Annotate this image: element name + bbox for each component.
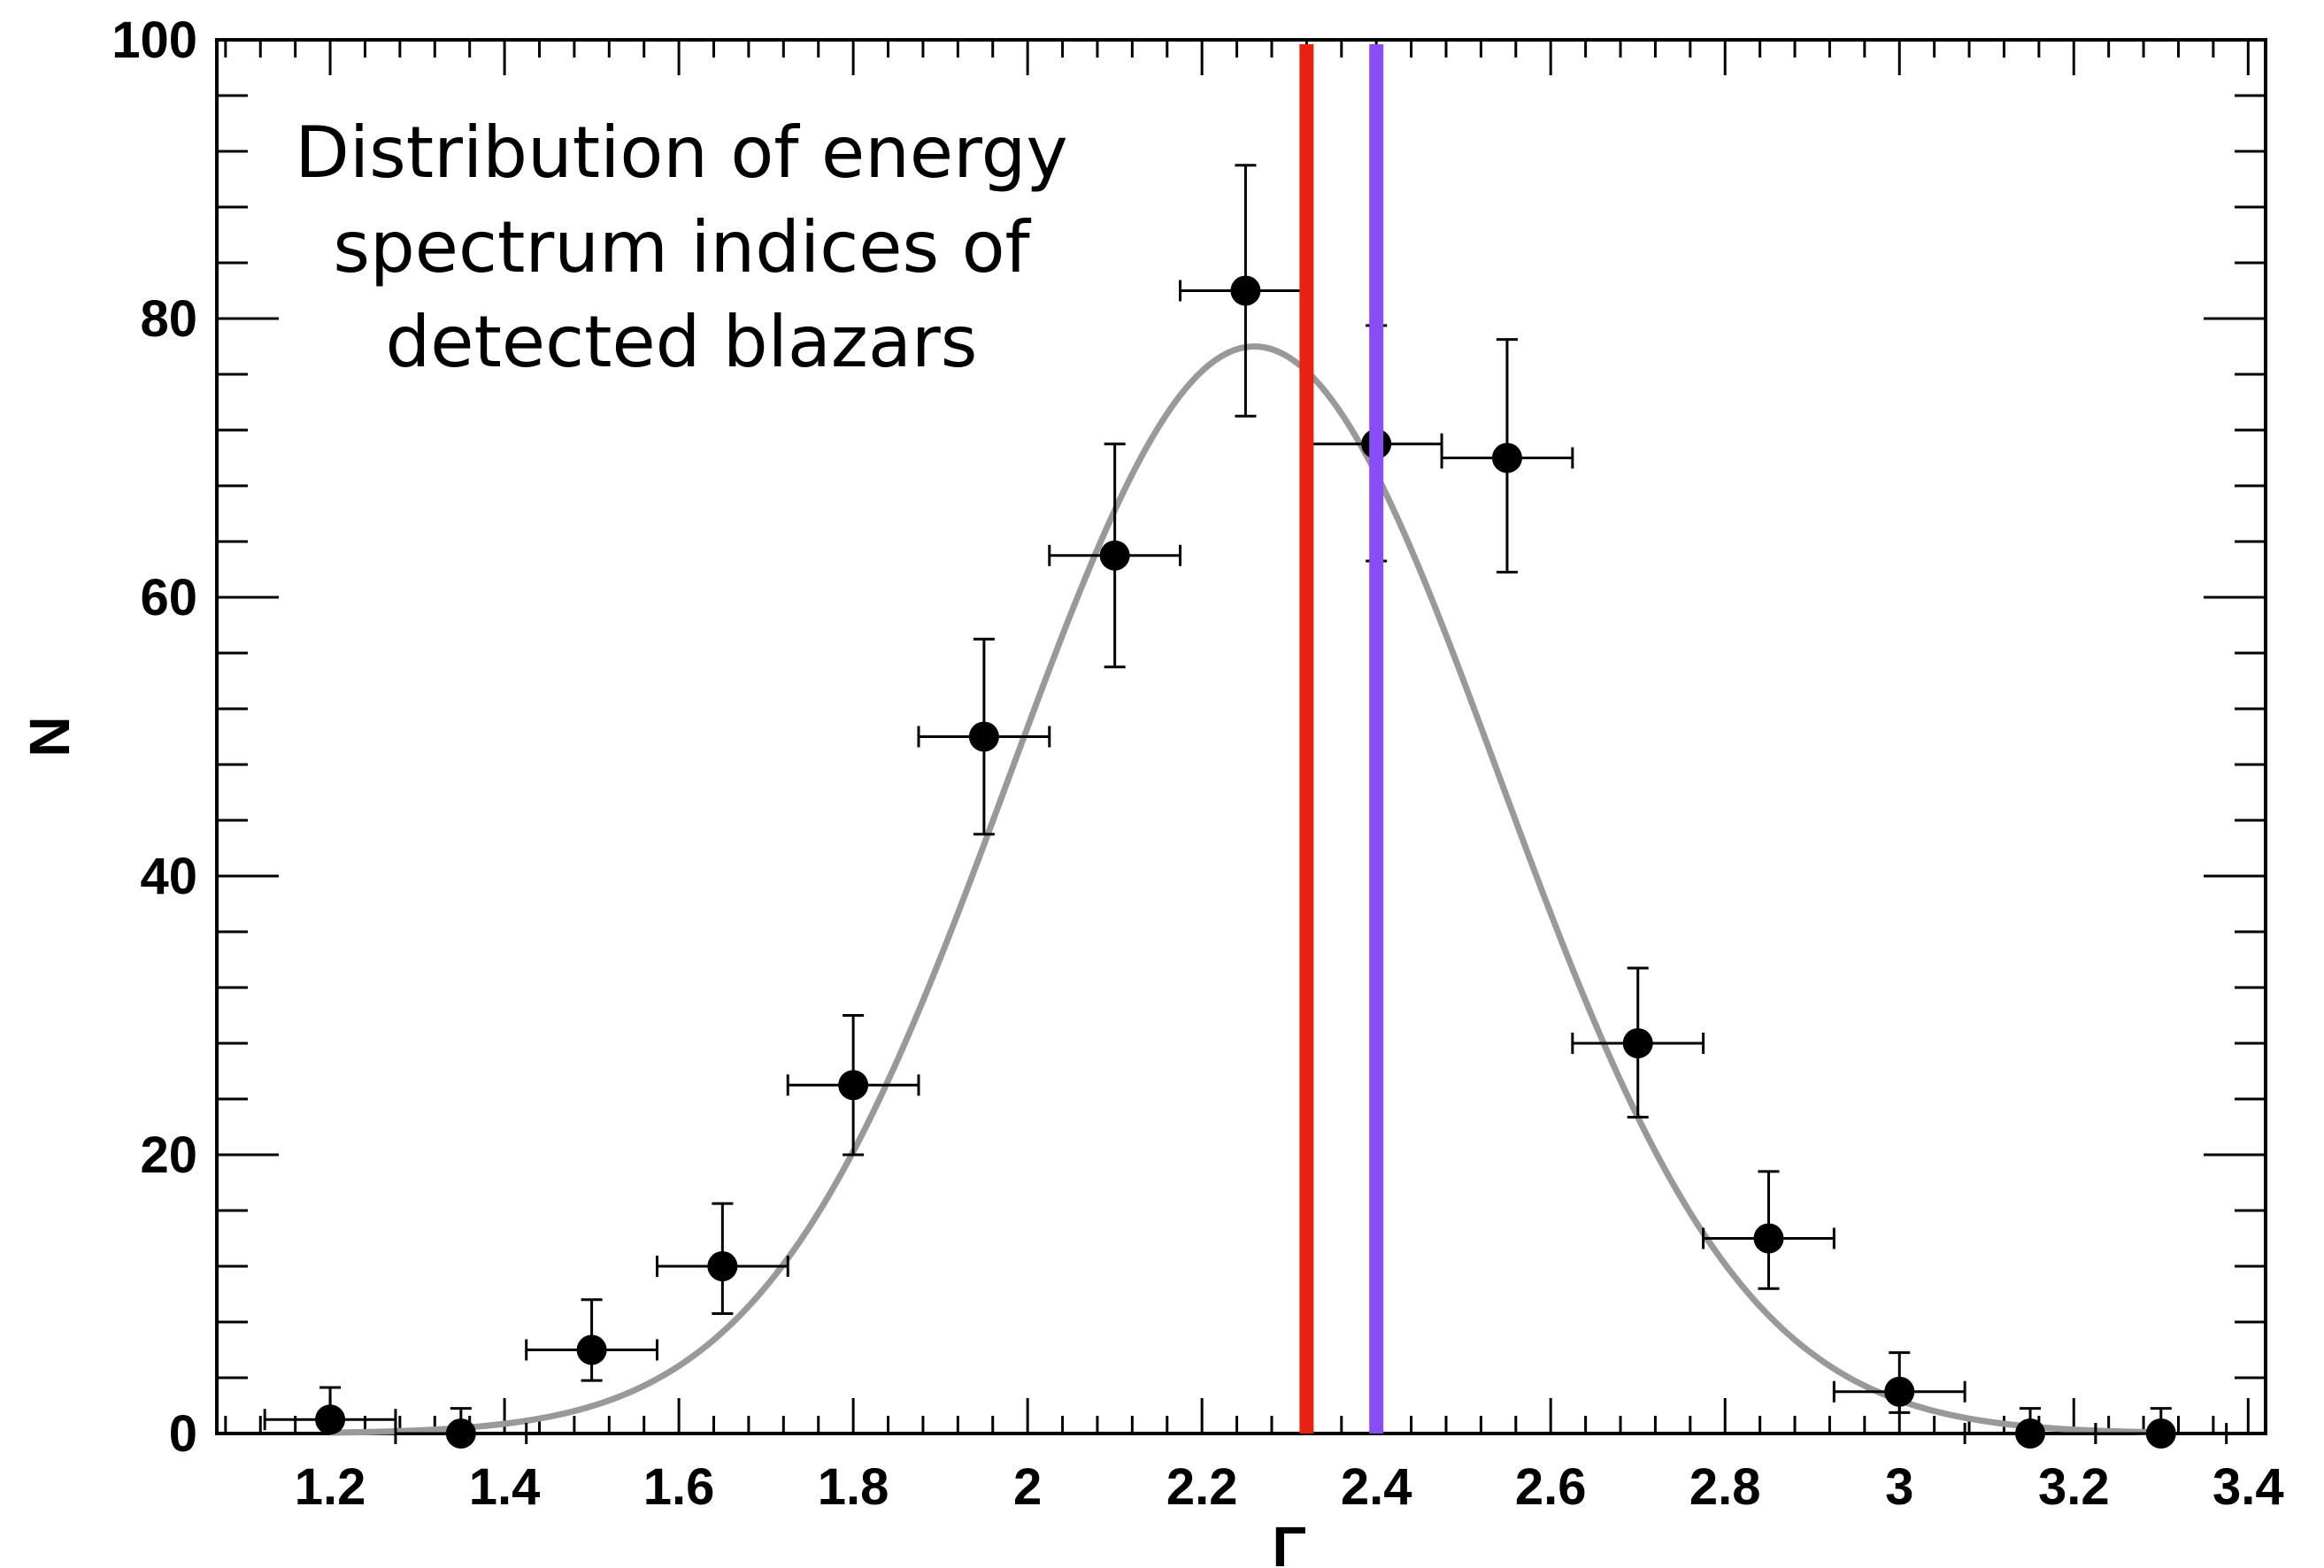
annotation-text: Distribution of energy spectrum indices o… <box>295 111 1067 383</box>
plot-border <box>215 38 2267 1435</box>
y-axis-ticks <box>217 38 2266 1435</box>
plot-frame <box>215 38 2267 1435</box>
y-tick-label: 0 <box>169 1405 197 1463</box>
data-point <box>525 1298 658 1382</box>
x-axis-title: Γ <box>1272 1515 1305 1568</box>
annotation-line: Distribution of energy <box>295 111 1067 194</box>
annotation-line: spectrum indices of <box>333 206 1031 288</box>
data-marker <box>445 1418 476 1449</box>
y-tick-label: 80 <box>140 290 197 348</box>
x-tick-label: 2 <box>1013 1458 1042 1516</box>
y-tick-label: 20 <box>140 1126 197 1184</box>
x-tick-label: 2.2 <box>1166 1458 1238 1516</box>
gaussian-fit-layer <box>330 343 2161 1436</box>
x-tick-label: 3 <box>1885 1458 1913 1516</box>
data-marker <box>1099 540 1130 571</box>
data-point <box>1440 338 1574 574</box>
data-marker <box>2145 1418 2176 1449</box>
data-marker <box>2015 1418 2046 1449</box>
y-axis-tick-labels: 0 20 40 60 80 100 <box>112 12 197 1463</box>
x-tick-label: 3.4 <box>2212 1458 2284 1516</box>
x-tick-label: 2.8 <box>1689 1458 1761 1516</box>
y-axis-title: N <box>18 716 81 757</box>
data-marker <box>1622 1028 1653 1058</box>
vertical-marker-lines <box>1299 44 1384 1433</box>
data-marker <box>968 721 999 752</box>
x-tick-label: 2.4 <box>1341 1458 1412 1516</box>
data-marker <box>576 1334 607 1365</box>
data-point <box>1571 966 1705 1118</box>
data-marker <box>1491 442 1522 473</box>
y-tick-label: 100 <box>112 12 197 69</box>
data-point <box>917 637 1051 836</box>
data-marker <box>838 1070 869 1101</box>
data-points-layer <box>263 164 2228 1449</box>
data-point <box>394 1407 528 1449</box>
data-point <box>2094 1407 2228 1449</box>
data-point <box>1048 442 1182 669</box>
data-marker <box>315 1404 346 1435</box>
x-tick-label: 1.8 <box>818 1458 889 1516</box>
data-marker <box>707 1251 738 1281</box>
annotation-line: detected blazars <box>386 301 978 383</box>
x-tick-label: 2.6 <box>1515 1458 1587 1516</box>
data-marker <box>1884 1376 1915 1407</box>
x-axis-ticks <box>224 40 2250 1433</box>
x-tick-label: 1.6 <box>643 1458 715 1516</box>
gaussian-fit-curve <box>330 343 2161 1436</box>
x-tick-label: 3.2 <box>2038 1458 2110 1516</box>
vertical-marker-line <box>1369 44 1384 1433</box>
x-axis-tick-labels: 1.2 1.4 1.6 1.8 2 2.2 2.4 2.6 2.8 3 3.2 3.4 <box>295 1458 2284 1516</box>
y-tick-label: 40 <box>140 848 197 905</box>
x-tick-label: 1.2 <box>295 1458 366 1516</box>
data-point <box>263 1386 397 1435</box>
vertical-marker-line <box>1299 44 1314 1433</box>
data-point <box>1702 1170 1835 1290</box>
data-point <box>786 1014 920 1157</box>
data-marker <box>1230 275 1261 306</box>
data-point <box>1179 164 1312 418</box>
data-marker <box>1753 1223 1784 1254</box>
x-tick-label: 1.4 <box>469 1458 541 1516</box>
data-point <box>1832 1351 1966 1414</box>
y-tick-label: 60 <box>140 569 197 626</box>
data-point <box>655 1202 789 1316</box>
